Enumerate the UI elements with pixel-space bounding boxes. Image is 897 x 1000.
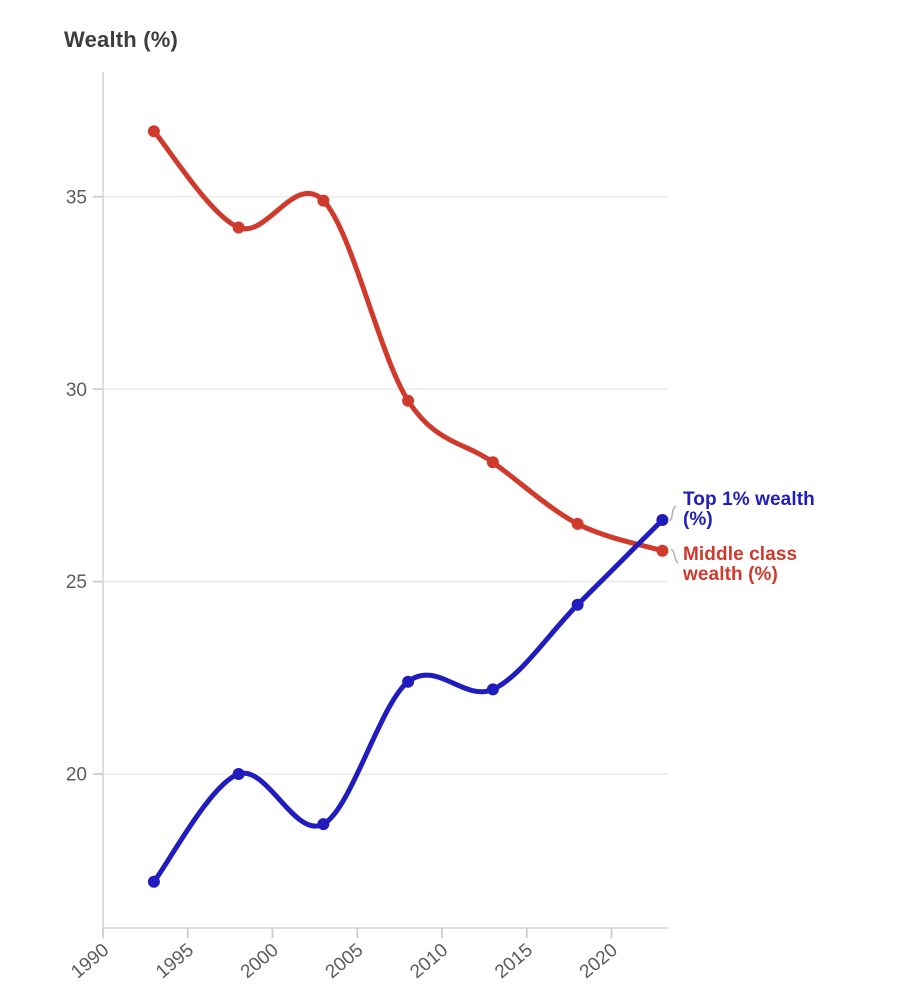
x-tick-label: 2020 [576,940,622,983]
x-tick-label: 1990 [67,940,113,983]
series-label-top-1-percent-wealth: Top 1% wealth (%) [683,489,815,530]
label-connector-top1 [669,505,677,522]
chart-title: Wealth (%) [64,27,179,52]
data-point-middle [402,394,415,407]
data-point-top1 [147,875,160,888]
x-tick-label: 2005 [322,940,368,983]
y-tick-label: 35 [66,187,87,208]
x-tick-label: 2015 [491,940,537,983]
data-point-top1 [656,514,669,526]
data-point-middle [232,221,245,234]
data-point-middle [317,194,330,207]
data-point-top1 [317,818,330,831]
series-line-top1 [151,517,665,885]
x-tick-label: 2010 [406,940,452,983]
data-point-middle [147,125,160,138]
data-point-top1 [571,598,584,611]
data-point-middle [571,517,584,530]
series-label-middle-class-wealth: Middle class wealth (%) [683,544,798,585]
data-point-middle [486,456,499,469]
data-point-middle [656,544,669,557]
label-connector-middle [670,548,679,564]
series-line-middle [151,128,665,554]
x-tick-label: 1995 [152,940,198,983]
y-tick-label: 25 [66,572,87,593]
y-tick-label: 20 [66,765,87,786]
data-point-top1 [486,683,499,696]
y-tick-label: 30 [66,380,87,401]
data-point-top1 [232,768,245,780]
x-tick-label: 2000 [237,940,283,983]
data-point-top1 [402,675,415,688]
